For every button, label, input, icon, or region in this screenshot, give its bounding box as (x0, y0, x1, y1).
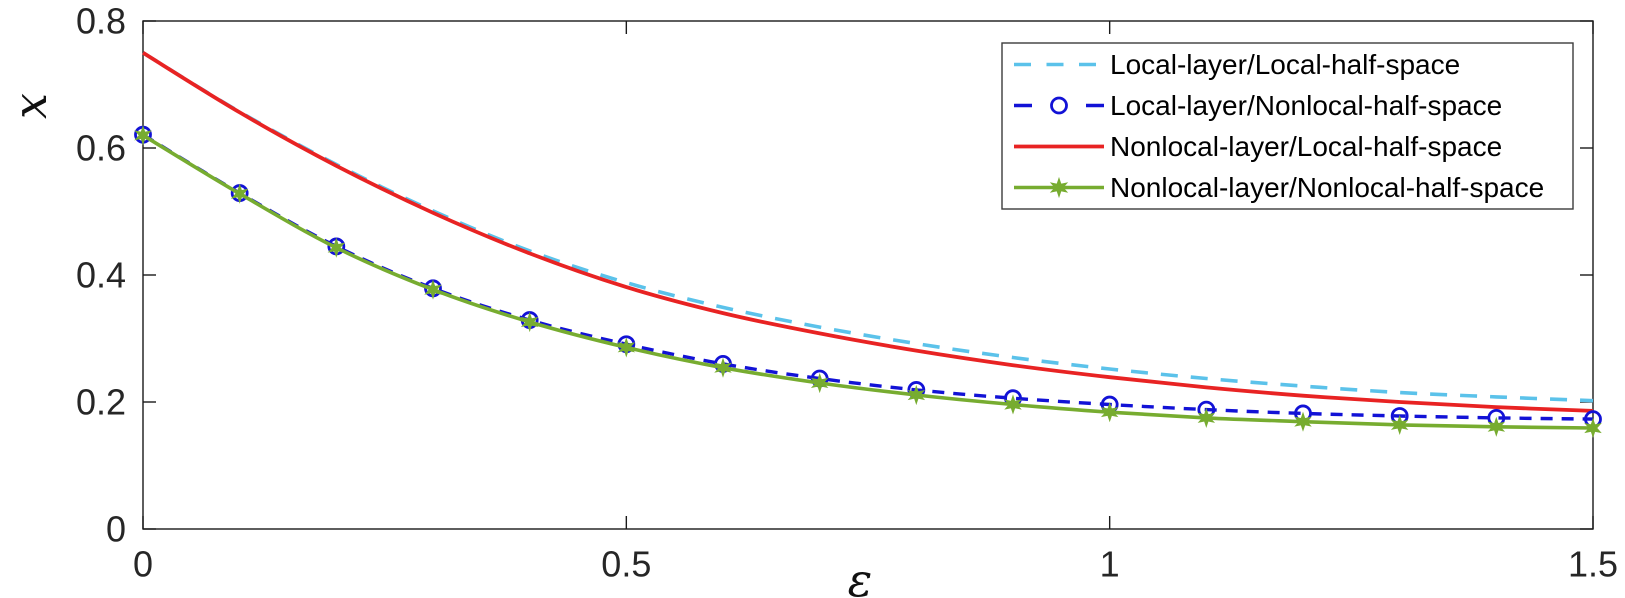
marker-star (424, 279, 442, 300)
marker-star (907, 384, 926, 406)
x-tick-label: 1.5 (1568, 544, 1618, 585)
legend-marker-circle (1050, 96, 1068, 115)
marker-star (230, 183, 249, 204)
y-tick-label: 0.8 (76, 1, 126, 42)
legend-label: Nonlocal-layer/Nonlocal-half-space (1110, 172, 1544, 203)
legend-label: Local-layer/Local-half-space (1110, 49, 1460, 80)
marker-star (327, 237, 346, 258)
legend-label: Local-layer/Nonlocal-half-space (1110, 90, 1502, 121)
marker-star (134, 125, 152, 146)
legend-border (1001, 42, 1574, 210)
marker-star (1004, 394, 1022, 415)
legend-label: Nonlocal-layer/Local-half-space (1110, 131, 1502, 162)
y-axis-label: x (3, 93, 57, 119)
marker-star (617, 337, 636, 358)
y-tick-label: 0.6 (76, 128, 126, 169)
legend-marker-star (1049, 176, 1069, 199)
x-tick-label: 0 (133, 544, 153, 585)
marker-star (810, 372, 829, 394)
x-tick-label: 0.5 (601, 544, 651, 585)
marker-star (1487, 416, 1506, 437)
x-axis-label: ε (848, 553, 873, 598)
legend: Local-layer/Local-half-space Local-layer/… (1001, 42, 1574, 210)
marker-star (1584, 417, 1602, 439)
marker-star (1390, 414, 1409, 435)
marker-star (1197, 407, 1216, 428)
marker-star (1294, 411, 1312, 432)
series-line-3 (142, 133, 1594, 430)
legend-entry-1: Local-layer/Nonlocal-half-space (1014, 90, 1502, 121)
marker-star (714, 357, 732, 378)
legend-entry-0: Local-layer/Local-half-space (1014, 49, 1460, 80)
x-tick-label: 1 (1100, 544, 1120, 585)
legend-entry-2: Nonlocal-layer/Local-half-space (1014, 131, 1502, 162)
marker-star (1100, 402, 1119, 423)
series-line-2 (142, 51, 1594, 413)
marker-star (520, 311, 539, 333)
legend-entry-3: Nonlocal-layer/Nonlocal-half-space (1014, 172, 1544, 203)
y-tick-label: 0.4 (76, 255, 126, 296)
y-tick-label: 0.2 (76, 382, 126, 423)
series-line-0 (142, 51, 1594, 403)
y-tick-label: 0 (106, 509, 126, 550)
